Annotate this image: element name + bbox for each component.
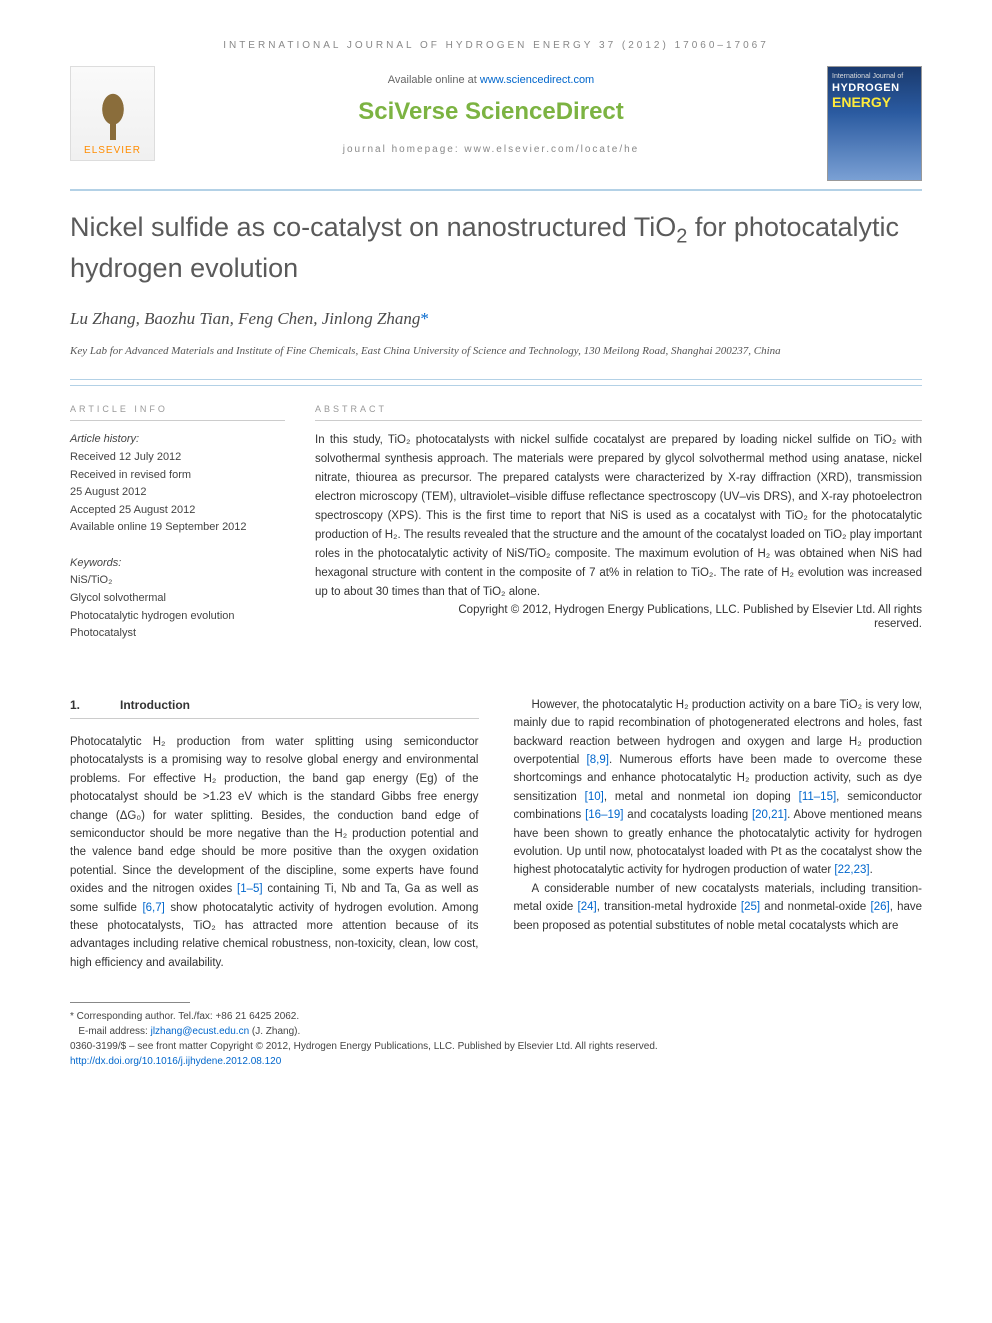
homepage-link[interactable]: www.elsevier.com/locate/he [464, 144, 639, 155]
cover-line1: International Journal of [832, 73, 917, 80]
sciverse-logo: SciVerse ScienceDirect [170, 98, 812, 126]
email-suffix: (J. Zhang). [249, 1026, 300, 1037]
keyword-item: Glycol solvothermal [70, 590, 285, 608]
article-title: Nickel sulfide as co-catalyst on nanostr… [70, 209, 922, 287]
title-section: Nickel sulfide as co-catalyst on nanostr… [70, 189, 922, 380]
elsevier-tree-icon [88, 90, 138, 145]
abstract-text: In this study, TiO₂ photocatalysts with … [315, 431, 922, 602]
section-num: 1. [70, 696, 120, 715]
email-label: E-mail address: [78, 1026, 150, 1037]
available-online: Available online at www.sciencedirect.co… [170, 74, 812, 86]
issn-line: 0360-3199/$ – see front matter Copyright… [70, 1039, 922, 1054]
doi-link[interactable]: http://dx.doi.org/10.1016/j.ijhydene.201… [70, 1056, 281, 1067]
title-part-1: Nickel sulfide as co-catalyst on nanostr… [70, 212, 676, 242]
top-banner: ELSEVIER Available online at www.science… [70, 66, 922, 181]
footer-separator [70, 1002, 190, 1003]
homepage-prefix: journal homepage: [343, 144, 465, 155]
ref-link[interactable]: [16–19] [585, 809, 623, 821]
history-item: Received in revised form [70, 467, 285, 485]
elsevier-logo[interactable]: ELSEVIER [70, 66, 155, 161]
cover-line3: ENERGY [832, 94, 917, 110]
keyword-item: Photocatalytic hydrogen evolution [70, 608, 285, 626]
footer: * Corresponding author. Tel./fax: +86 21… [70, 1009, 922, 1069]
body-column-left: 1.Introduction Photocatalytic H₂ product… [70, 696, 479, 972]
text-run: Photocatalytic H₂ production from water … [70, 736, 479, 895]
sciverse-text-2: ScienceDirect [465, 98, 624, 125]
article-history: Article history: Received 12 July 2012 R… [70, 431, 285, 537]
ref-link[interactable]: [11–15] [799, 791, 837, 803]
ref-link[interactable]: [26] [871, 901, 890, 913]
section-1-heading: 1.Introduction [70, 696, 479, 719]
affiliation: Key Lab for Advanced Materials and Insti… [70, 343, 922, 360]
ref-link[interactable]: [20,21] [752, 809, 787, 821]
corresponding-mark[interactable]: * [420, 309, 429, 328]
ref-link[interactable]: [10] [585, 791, 604, 803]
banner-center: Available online at www.sciencedirect.co… [170, 66, 812, 155]
journal-running-header: INTERNATIONAL JOURNAL OF HYDROGEN ENERGY… [70, 40, 922, 51]
copyright-line-2: reserved. [315, 618, 922, 630]
sciverse-text-1: SciVerse [358, 98, 465, 125]
history-label: Article history: [70, 431, 285, 449]
abstract-label: ABSTRACT [315, 404, 922, 421]
keyword-item: NiS/TiO₂ [70, 572, 285, 590]
available-prefix: Available online at [388, 74, 480, 86]
elsevier-label: ELSEVIER [84, 145, 141, 156]
intro-para-3: A considerable number of new cocatalysts… [514, 880, 923, 935]
keyword-item: Photocatalyst [70, 625, 285, 643]
ref-link[interactable]: [25] [741, 901, 760, 913]
history-item: Accepted 25 August 2012 [70, 502, 285, 520]
title-subscript: 2 [676, 225, 687, 247]
body-columns: 1.Introduction Photocatalytic H₂ product… [70, 696, 922, 972]
email-line: E-mail address: jlzhang@ecust.edu.cn (J.… [70, 1024, 922, 1039]
history-item: Received 12 July 2012 [70, 449, 285, 467]
ref-link[interactable]: [24] [578, 901, 597, 913]
body-column-right: However, the photocatalytic H₂ productio… [514, 696, 923, 972]
email-link[interactable]: jlzhang@ecust.edu.cn [151, 1026, 250, 1037]
history-item: 25 August 2012 [70, 484, 285, 502]
copyright-line-1: Copyright © 2012, Hydrogen Energy Public… [315, 604, 922, 616]
keywords-label: Keywords: [70, 555, 285, 573]
journal-cover-thumbnail[interactable]: International Journal of HYDROGEN ENERGY [827, 66, 922, 181]
text-run: and cocatalysts loading [623, 809, 751, 821]
article-info-label: ARTICLE INFO [70, 404, 285, 421]
ref-link[interactable]: [6,7] [142, 902, 164, 914]
abstract-column: ABSTRACT In this study, TiO₂ photocataly… [315, 404, 922, 661]
sciencedirect-link[interactable]: www.sciencedirect.com [480, 74, 594, 86]
text-run: , metal and nonmetal ion doping [604, 791, 799, 803]
info-abstract-row: ARTICLE INFO Article history: Received 1… [70, 385, 922, 661]
keywords-block: Keywords: NiS/TiO₂ Glycol solvothermal P… [70, 555, 285, 643]
history-item: Available online 19 September 2012 [70, 519, 285, 537]
corresponding-author: * Corresponding author. Tel./fax: +86 21… [70, 1009, 922, 1024]
article-info-column: ARTICLE INFO Article history: Received 1… [70, 404, 285, 661]
journal-homepage: journal homepage: www.elsevier.com/locat… [170, 144, 812, 155]
intro-para-1: Photocatalytic H₂ production from water … [70, 733, 479, 972]
text-run: . [870, 864, 873, 876]
section-title: Introduction [120, 698, 190, 712]
cover-line2: HYDROGEN [832, 82, 917, 94]
text-run: , transition-metal hydroxide [597, 901, 741, 913]
intro-para-2: However, the photocatalytic H₂ productio… [514, 696, 923, 880]
ref-link[interactable]: [1–5] [237, 883, 263, 895]
ref-link[interactable]: [22,23] [834, 864, 869, 876]
ref-link[interactable]: [8,9] [587, 754, 609, 766]
authors-names: Lu Zhang, Baozhu Tian, Feng Chen, Jinlon… [70, 309, 420, 328]
text-run: and nonmetal-oxide [760, 901, 870, 913]
authors-line: Lu Zhang, Baozhu Tian, Feng Chen, Jinlon… [70, 309, 922, 329]
